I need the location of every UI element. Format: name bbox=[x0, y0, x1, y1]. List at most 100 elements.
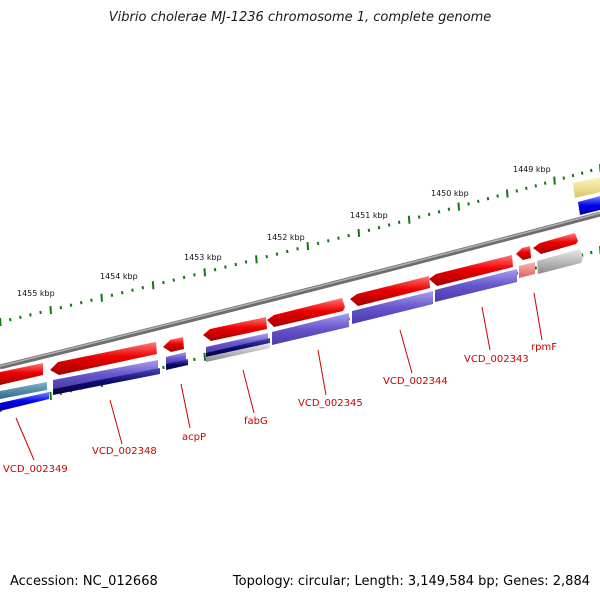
gene-label-vcd-002349[interactable]: VCD_002349 bbox=[3, 464, 68, 475]
minor-tick bbox=[562, 176, 566, 180]
major-tick bbox=[457, 202, 461, 211]
minor-tick bbox=[515, 189, 519, 193]
ruler-label-1453: 1453 kbp bbox=[184, 253, 222, 262]
minor-tick bbox=[69, 303, 73, 307]
cds-bar[interactable] bbox=[166, 352, 186, 365]
major-tick bbox=[151, 281, 155, 290]
minor-tick bbox=[265, 254, 268, 259]
minor-tick bbox=[397, 220, 401, 225]
minor-tick bbox=[417, 215, 421, 219]
gene-label-vcd-002348[interactable]: VCD_002348 bbox=[92, 446, 157, 457]
ruler-label-1454: 1454 kbp bbox=[100, 272, 138, 281]
minor-tick bbox=[162, 280, 165, 285]
cds-bar[interactable] bbox=[352, 291, 433, 324]
minor-tick bbox=[19, 315, 22, 319]
gene-arrow[interactable] bbox=[267, 298, 345, 327]
cds-bar[interactable] bbox=[53, 360, 158, 389]
minor-tick bbox=[316, 241, 320, 246]
major-tick bbox=[553, 176, 556, 185]
minor-tick bbox=[589, 168, 593, 173]
cds-bar[interactable] bbox=[0, 382, 47, 399]
minor-tick bbox=[437, 210, 441, 214]
minor-tick bbox=[337, 236, 340, 240]
minor-tick bbox=[534, 266, 538, 270]
minor-tick bbox=[120, 291, 124, 295]
minor-tick bbox=[377, 225, 381, 230]
gene-arrow[interactable] bbox=[50, 342, 157, 375]
gene-arrow[interactable] bbox=[163, 337, 184, 352]
minor-tick bbox=[213, 268, 217, 272]
minor-tick bbox=[486, 197, 490, 201]
minor-tick bbox=[224, 265, 227, 269]
minor-tick bbox=[367, 228, 371, 232]
gene-arrow[interactable] bbox=[516, 246, 531, 260]
minor-tick bbox=[326, 239, 330, 243]
major-tick bbox=[100, 293, 103, 302]
gene-label-acpp[interactable]: acpP bbox=[182, 432, 206, 443]
minor-tick bbox=[589, 250, 593, 255]
major-tick bbox=[255, 255, 258, 264]
gene-arrow[interactable] bbox=[350, 276, 430, 306]
cds-bar[interactable] bbox=[272, 313, 349, 345]
minor-tick bbox=[234, 262, 238, 267]
minor-tick bbox=[29, 313, 32, 317]
gene-label-vcd-002344[interactable]: VCD_002344 bbox=[383, 376, 448, 387]
minor-tick bbox=[79, 301, 83, 305]
ruler-label-1450: 1450 kbp bbox=[431, 189, 469, 198]
major-tick bbox=[407, 215, 411, 224]
minor-tick bbox=[427, 212, 431, 217]
gene-label-vcd-002345[interactable]: VCD_002345 bbox=[298, 398, 363, 409]
minor-tick bbox=[9, 317, 12, 322]
minor-tick bbox=[182, 275, 186, 280]
major-tick bbox=[49, 305, 52, 315]
gene-label-vcd-002343[interactable]: VCD_002343 bbox=[464, 354, 529, 365]
minor-tick bbox=[141, 285, 145, 290]
minor-tick bbox=[580, 253, 584, 257]
rna-bar[interactable] bbox=[206, 343, 270, 362]
gene-arrow[interactable] bbox=[429, 255, 513, 286]
accession-text: Accession: NC_012668 bbox=[10, 574, 158, 589]
minor-tick bbox=[447, 207, 451, 211]
label-leaders bbox=[15, 292, 543, 461]
gene-arrow[interactable] bbox=[203, 317, 267, 341]
gene-arrow[interactable] bbox=[0, 363, 43, 385]
major-tick bbox=[357, 228, 361, 237]
genome-backbone bbox=[0, 211, 600, 370]
ruler-label-1451: 1451 kbp bbox=[350, 211, 388, 220]
gene-label-rpmf[interactable]: rpmF bbox=[531, 342, 557, 353]
outer-tick-ring bbox=[0, 164, 600, 327]
cds-bar[interactable] bbox=[166, 359, 188, 370]
minor-tick bbox=[244, 260, 248, 264]
minor-tick bbox=[172, 278, 176, 282]
gene-label-fabg[interactable]: fabG bbox=[244, 416, 268, 427]
cds-bar[interactable] bbox=[206, 338, 270, 357]
cds-bar[interactable] bbox=[206, 333, 268, 354]
minor-tick bbox=[90, 298, 93, 302]
gene-track bbox=[0, 233, 578, 385]
rna-bar[interactable] bbox=[537, 249, 583, 274]
minor-tick bbox=[131, 288, 134, 292]
major-tick bbox=[49, 391, 52, 400]
blue-feature-bar-right[interactable] bbox=[578, 196, 600, 215]
minor-tick bbox=[193, 273, 196, 277]
ruler-label-1455: 1455 kbp bbox=[17, 289, 55, 298]
ruler-label-1449: 1449 kbp bbox=[513, 165, 551, 174]
minor-tick bbox=[285, 249, 289, 254]
yellow-feature-bar[interactable] bbox=[573, 177, 600, 198]
major-tick bbox=[203, 352, 207, 361]
cds-bar[interactable] bbox=[435, 269, 517, 302]
minor-tick bbox=[467, 202, 470, 206]
map-title: Vibrio cholerae MJ-1236 chromosome 1, co… bbox=[108, 10, 492, 25]
gene-arrow[interactable] bbox=[533, 233, 578, 254]
minor-tick bbox=[525, 186, 528, 191]
minor-tick bbox=[580, 171, 584, 175]
minor-tick bbox=[387, 223, 391, 227]
minor-tick bbox=[496, 194, 499, 198]
minor-tick bbox=[347, 233, 350, 238]
minor-tick bbox=[193, 357, 196, 362]
minor-tick bbox=[59, 305, 63, 310]
rna-bar[interactable] bbox=[519, 262, 535, 278]
cds-bar[interactable] bbox=[53, 368, 160, 395]
blue-feature-bar[interactable] bbox=[0, 392, 49, 411]
